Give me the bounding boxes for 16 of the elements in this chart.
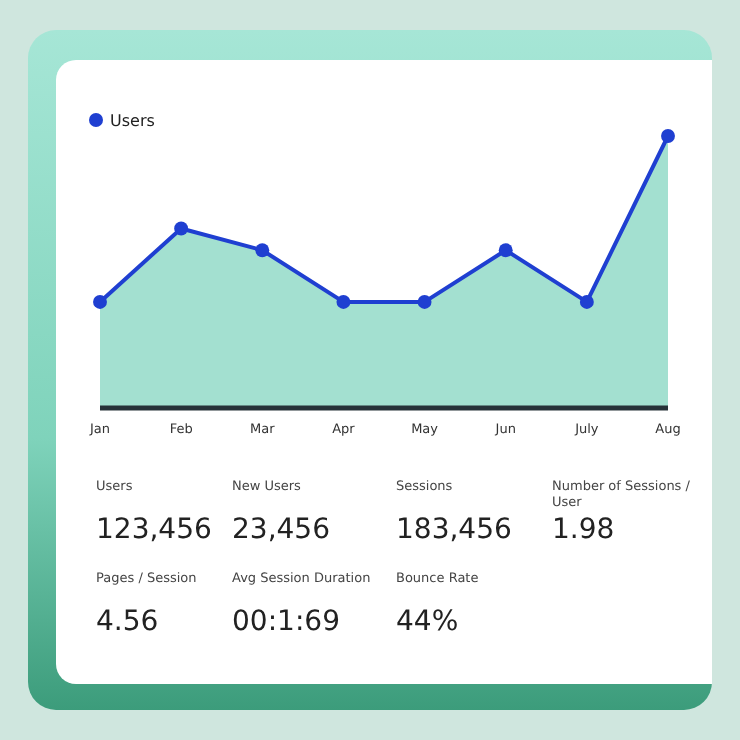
text: 23,456: [232, 514, 330, 546]
text: 4.56: [96, 606, 159, 638]
point: [336, 294, 351, 309]
text: 123,456: [96, 514, 212, 546]
point: [498, 243, 513, 258]
point: [93, 294, 107, 309]
point: [579, 294, 594, 309]
point: [417, 294, 432, 309]
point: [255, 243, 270, 258]
text: 1.98: [552, 514, 615, 546]
text: 183,456: [396, 514, 512, 546]
text: 44%: [396, 606, 459, 638]
point: [174, 221, 189, 236]
text: 00:1:69: [232, 606, 340, 638]
point: [661, 129, 675, 143]
legend-label: Users: [110, 112, 155, 130]
